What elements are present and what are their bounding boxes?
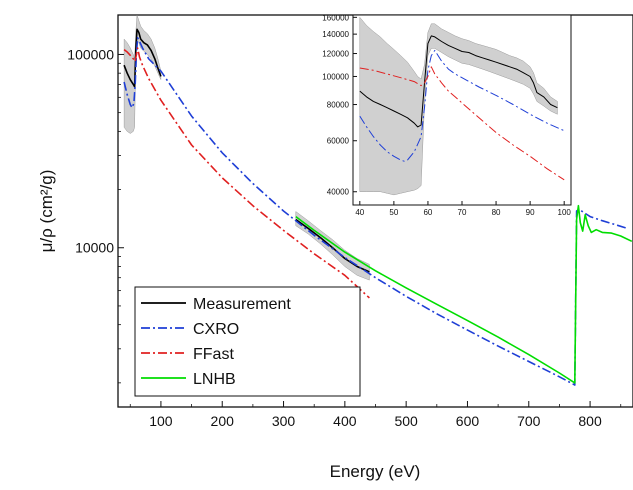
main-measurement-uncertainty-band-1 — [123, 15, 162, 134]
inset-x-tick-label-60: 60 — [423, 208, 432, 217]
legend-label-ffast: FFast — [193, 346, 234, 363]
main-x-tick-label-500: 500 — [394, 413, 418, 429]
inset-x-tick-label-70: 70 — [458, 208, 467, 217]
inset-series-1-uncertainty-band-1 — [359, 16, 558, 196]
inset-x-tick-label-40: 40 — [355, 208, 364, 217]
main-x-tick-label-600: 600 — [456, 413, 480, 429]
legend-label-lnhb: LNHB — [193, 371, 236, 388]
main-ffast-line — [123, 47, 370, 299]
main-x-tick-label-700: 700 — [517, 413, 541, 429]
inset-y-tick-label-100000: 100000 — [322, 72, 349, 81]
inset-x-tick-label-50: 50 — [389, 208, 398, 217]
inset-x-tick-label-80: 80 — [492, 208, 501, 217]
main-x-tick-label-800: 800 — [578, 413, 602, 429]
y-axis-title: μ/ρ (cm²/g) — [37, 170, 56, 253]
legend-label-measurement: Measurement — [193, 296, 291, 313]
inset-y-tick-label-140000: 140000 — [322, 30, 349, 39]
main-y-tick-label-100000: 100000 — [67, 46, 114, 62]
main-x-tick-label-300: 300 — [272, 413, 296, 429]
main-x-tick-label-400: 400 — [333, 413, 357, 429]
inset-x-tick-label-90: 90 — [526, 208, 535, 217]
inset-series-2-line — [359, 49, 565, 162]
inset-series-1-line — [359, 35, 558, 128]
inset-y-tick-label-60000: 60000 — [327, 137, 350, 146]
legend: Measurement CXRO FFast LNHB — [134, 286, 361, 397]
inset-chart: 40 50 60 70 80 90 100 40000 60000 80000 100000 1200… — [322, 13, 572, 217]
main-x-tick-label-200: 200 — [211, 413, 235, 429]
legend-label-cxro: CXRO — [193, 321, 239, 338]
main-y-tick-label-10000: 10000 — [75, 240, 114, 256]
main-lnhb-line — [295, 204, 633, 384]
inset-x-tick-label-100: 100 — [558, 208, 572, 217]
inset-y-tick-label-120000: 120000 — [322, 50, 349, 59]
inset-y-tick-label-80000: 80000 — [327, 101, 350, 110]
inset-y-tick-label-40000: 40000 — [327, 188, 350, 197]
x-axis-title: Energy (eV) — [330, 462, 421, 481]
main-x-tick-label-100: 100 — [149, 413, 173, 429]
inset-y-tick-label-160000: 160000 — [322, 13, 349, 22]
main-measurement-line-1 — [123, 28, 162, 88]
